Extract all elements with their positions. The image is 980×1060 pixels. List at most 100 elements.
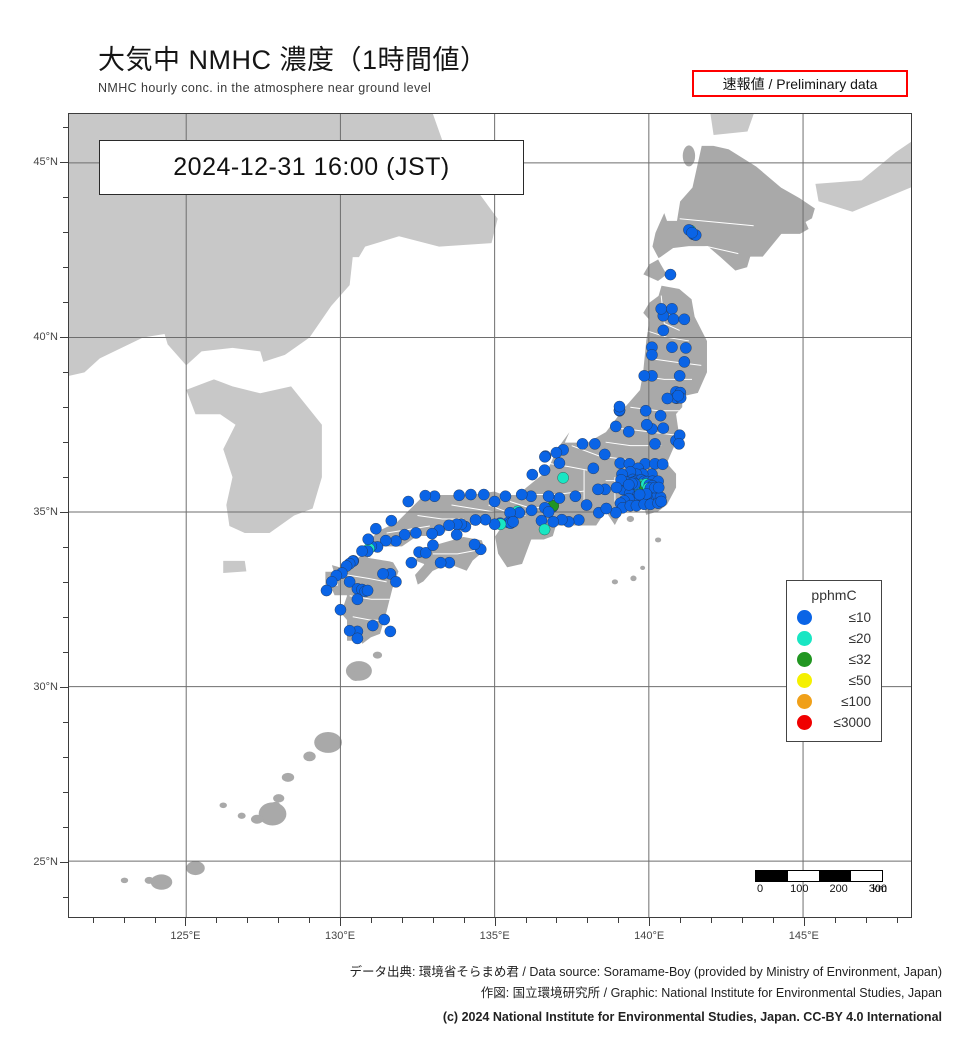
scale-bar-segment [818,871,851,881]
legend-item-label: ≤50 [848,673,871,688]
lat-tick [63,897,68,898]
lat-tick [63,477,68,478]
lat-tick [63,232,68,233]
lon-tick [247,918,249,923]
station-points-layer [320,224,702,645]
lon-tick [741,918,743,923]
legend-item: ≤3000 [795,712,873,733]
lon-tick [772,918,774,923]
lon-tick [865,918,867,923]
lat-tick [60,512,68,513]
page-subtitle: NMHC hourly conc. in the atmosphere near… [98,81,432,95]
legend-color-dot [797,673,812,688]
lon-axis-label: 145°E [788,930,819,942]
preliminary-data-badge: 速報値 / Preliminary data [692,70,908,97]
lat-tick [63,197,68,198]
page-title: 大気中 NMHC 濃度（1時間値） [98,45,488,75]
lat-tick [63,302,68,303]
lat-tick [63,582,68,583]
footer-copyright: (c) 2024 National Institute for Environm… [442,1010,942,1024]
lat-tick [63,757,68,758]
lat-tick [63,792,68,793]
legend-color-dot [797,631,812,646]
legend-item-label: ≤3000 [833,715,871,730]
lon-tick [525,918,527,923]
scale-bar-tick-label: 100 [790,883,809,895]
map-plot-area[interactable]: 2024-12-31 16:00 (JST) pphmC ≤10 ≤20 ≤32 ≤5… [68,113,912,918]
scale-bar-segments [755,870,883,882]
scale-bar-tick-label: 200 [829,883,848,895]
legend-box: pphmC ≤10 ≤20 ≤32 ≤50 ≤100 ≤3000 [786,580,882,742]
legend-item-label: ≤100 [841,694,871,709]
lon-tick [494,918,496,926]
lon-tick [463,918,465,923]
footer-graphic-credit: 作図: 国立環境研究所 / Graphic: National Institut… [480,986,942,1000]
lat-axis-label: 45°N [33,156,58,168]
lon-tick [216,918,218,923]
lon-tick [92,918,94,923]
lat-tick [63,547,68,548]
legend-item-label: ≤20 [848,631,871,646]
lon-tick [896,918,898,923]
legend-color-dot [797,694,812,709]
lon-tick [680,918,682,923]
lon-tick [154,918,156,923]
datetime-display: 2024-12-31 16:00 (JST) [99,140,524,195]
scale-bar-segment [756,871,787,881]
legend-color-dot [797,610,812,625]
lon-tick [401,918,403,923]
lat-tick [60,687,68,688]
lon-tick [278,918,280,923]
lat-axis-label: 35°N [33,506,58,518]
lat-tick [63,127,68,128]
scale-bar-segment [786,871,819,881]
lon-axis-label: 135°E [479,930,510,942]
lon-axis-label: 130°E [325,930,356,942]
lon-tick [185,918,187,926]
lat-tick [60,862,68,863]
lat-tick [60,162,68,163]
legend-item: ≤20 [795,628,873,649]
lat-tick [63,407,68,408]
lat-axis-label: 25°N [33,856,58,868]
lon-tick [556,918,558,923]
lon-axis-label: 125°E [170,930,201,942]
footer-data-source: データ出典: 環境省そらまめ君 / Data source: Soramame-… [349,965,942,979]
scale-bar-segment [850,871,882,881]
lon-tick [711,918,713,923]
legend-item: ≤50 [795,670,873,691]
lon-tick [649,918,651,926]
lon-tick [309,918,311,923]
footer-credits: データ出典: 環境省そらまめ君 / Data source: Soramame-… [0,962,942,1028]
lat-tick [63,372,68,373]
legend-item-label: ≤10 [848,610,871,625]
lon-tick [370,918,372,923]
lon-tick [432,918,434,923]
lon-axis-label: 140°E [634,930,665,942]
legend-title: pphmC [811,587,857,603]
lon-tick [123,918,125,923]
lat-tick [63,617,68,618]
legend-color-dot [797,652,812,667]
lat-tick [63,722,68,723]
legend-item: ≤100 [795,691,873,712]
legend-item: ≤32 [795,649,873,670]
lon-tick [340,918,342,926]
scale-bar-unit: km [872,883,887,895]
lat-tick [63,442,68,443]
title-block: 大気中 NMHC 濃度（1時間値） NMHC hourly conc. in t… [98,38,488,95]
lat-tick [60,337,68,338]
lat-axis-label: 40°N [33,331,58,343]
legend-color-dot [797,715,812,730]
legend-item-label: ≤32 [848,652,871,667]
scale-bar-tick-label: 300 [868,883,888,895]
lat-tick [63,827,68,828]
lat-axis-label: 30°N [33,681,58,693]
lat-tick [63,267,68,268]
scale-bar: 0 100 200 300 km [755,870,887,897]
lat-tick [63,652,68,653]
legend-item: ≤10 [795,607,873,628]
lon-tick [834,918,836,923]
gridlines-layer [69,114,911,917]
scale-bar-ticks: 0 100 200 300 km [755,883,887,897]
